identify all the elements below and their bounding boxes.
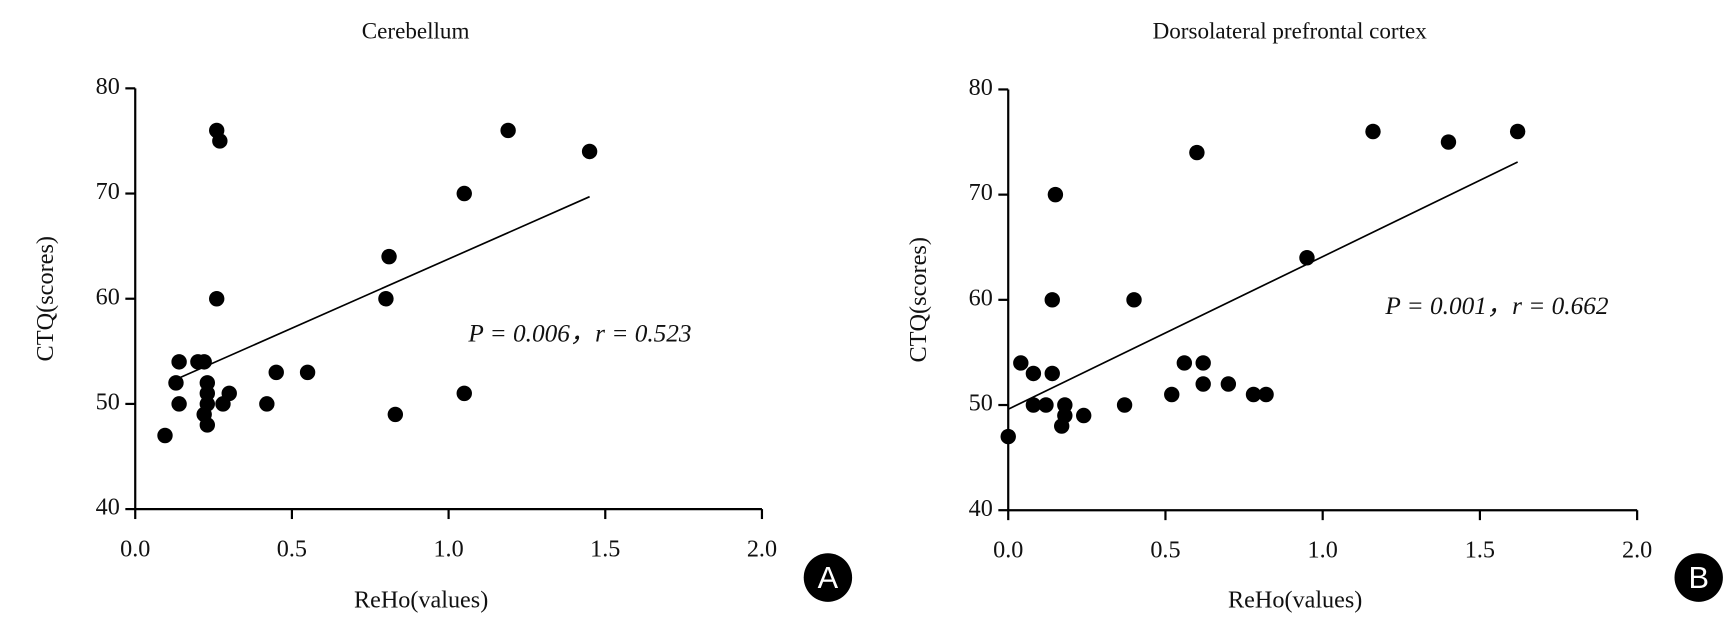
point	[168, 375, 184, 391]
point	[171, 354, 187, 370]
point	[1044, 292, 1060, 308]
y-tick-label: 40	[96, 494, 120, 521]
fit-line	[172, 195, 590, 382]
y-tick-label: 40	[969, 495, 993, 522]
point	[1440, 134, 1457, 150]
x-tick-label: 0.0	[120, 536, 150, 563]
point	[1116, 397, 1133, 413]
point	[1365, 123, 1381, 140]
point	[259, 396, 275, 412]
point	[1220, 376, 1237, 392]
panel-badge	[803, 553, 853, 602]
y-tick-label: 50	[969, 390, 993, 417]
x-tick-label: 0.5	[277, 536, 307, 563]
point	[1047, 186, 1064, 203]
point	[209, 290, 225, 307]
point	[1044, 365, 1060, 382]
chart-title: Dorsolateral prefrontal cortex	[1153, 18, 1428, 44]
fit-line	[1007, 161, 1519, 410]
point	[1195, 376, 1211, 392]
chart-title: Cerebellum	[362, 18, 470, 44]
point	[268, 364, 284, 381]
x-tick-label: 2.0	[1622, 537, 1652, 564]
y-axis-label: CTQ(scores)	[32, 236, 59, 361]
point	[1245, 386, 1262, 403]
point	[500, 122, 516, 139]
annotation: P = 0.006，r = 0.523	[467, 319, 691, 347]
point	[1025, 365, 1042, 382]
y-tick-label: 70	[96, 178, 120, 205]
point	[171, 396, 187, 412]
point	[1013, 355, 1029, 371]
x-tick-label: 0.5	[1150, 537, 1180, 564]
point	[387, 406, 404, 423]
point	[1195, 355, 1211, 371]
y-tick-label: 60	[96, 283, 120, 310]
x-tick-label: 0.0	[993, 537, 1023, 564]
x-axis-label: ReHo(values)	[354, 586, 488, 613]
x-tick-label: 1.0	[1308, 537, 1338, 564]
y-tick-label: 80	[969, 74, 993, 101]
point	[221, 385, 237, 402]
point	[1025, 397, 1042, 413]
y-tick-label: 70	[969, 179, 993, 206]
point	[456, 385, 472, 402]
point	[299, 364, 316, 381]
point	[381, 248, 397, 265]
point	[1258, 386, 1274, 403]
y-tick-label: 60	[969, 284, 993, 311]
point	[212, 133, 228, 149]
point	[1038, 397, 1054, 413]
x-tick-label: 2.0	[747, 536, 777, 563]
point	[581, 143, 598, 160]
y-tick-label: 80	[96, 73, 120, 100]
point	[1057, 397, 1073, 413]
point	[1076, 407, 1092, 424]
y-tick-label: 50	[96, 388, 120, 415]
point	[378, 290, 394, 307]
panel-badge	[1674, 553, 1723, 602]
x-tick-label: 1.5	[1465, 537, 1495, 564]
point	[157, 427, 173, 444]
annotation: P = 0.001，r = 0.662	[1384, 292, 1609, 320]
point	[1126, 292, 1142, 308]
point	[1189, 144, 1205, 161]
point	[1164, 386, 1180, 403]
x-tick-label: 1.0	[433, 536, 463, 563]
point	[1299, 250, 1315, 266]
x-tick-label: 1.5	[590, 536, 620, 563]
y-axis-label: CTQ(scores)	[905, 237, 932, 362]
panel-label: A	[818, 560, 839, 595]
point	[199, 396, 216, 412]
x-axis-label: ReHo(values)	[1228, 586, 1362, 613]
point	[1176, 355, 1193, 371]
point	[456, 185, 472, 202]
point	[1000, 428, 1016, 445]
point	[1509, 123, 1526, 140]
panel-label: B	[1688, 560, 1709, 595]
point	[199, 417, 216, 433]
